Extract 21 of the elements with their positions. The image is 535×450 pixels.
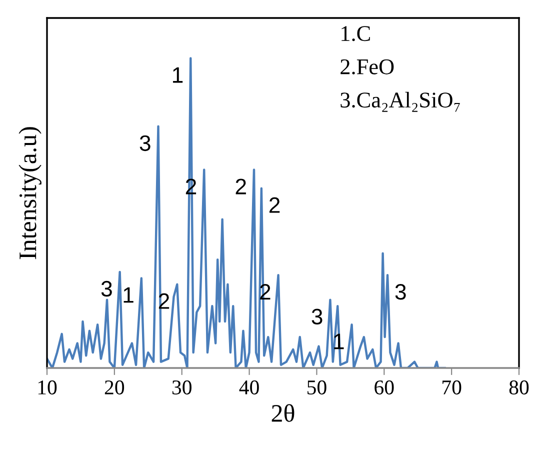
annotation: 3 [101,280,112,297]
x-tick-label: 10 [38,380,57,394]
x-tick-label: 40 [239,380,259,394]
annotation: 3 [140,135,150,152]
annotation: 3 [395,284,406,300]
annotation: 2.FeO [340,59,394,74]
annotation: 2 [236,178,246,194]
x-tick-label: 50 [308,380,326,394]
x-tick-label: 20 [104,380,124,394]
x-tick-label: 70 [442,380,462,394]
x-tick-label: 80 [509,380,529,394]
annotation: 2 [269,197,280,213]
annotation: 1 [173,67,183,83]
annotation: 1 [124,287,134,303]
text: 1.C [342,26,370,42]
x-tick-label: 30 [172,380,192,394]
x-axis-title: 2θ [272,404,294,422]
annotation: 3 [312,308,322,325]
annotation: 3.Ca₂Al₂SiO₇ [340,92,460,112]
x-tick-label: 60 [374,380,394,394]
y-axis-title: Intensity(a.u) [18,127,42,260]
